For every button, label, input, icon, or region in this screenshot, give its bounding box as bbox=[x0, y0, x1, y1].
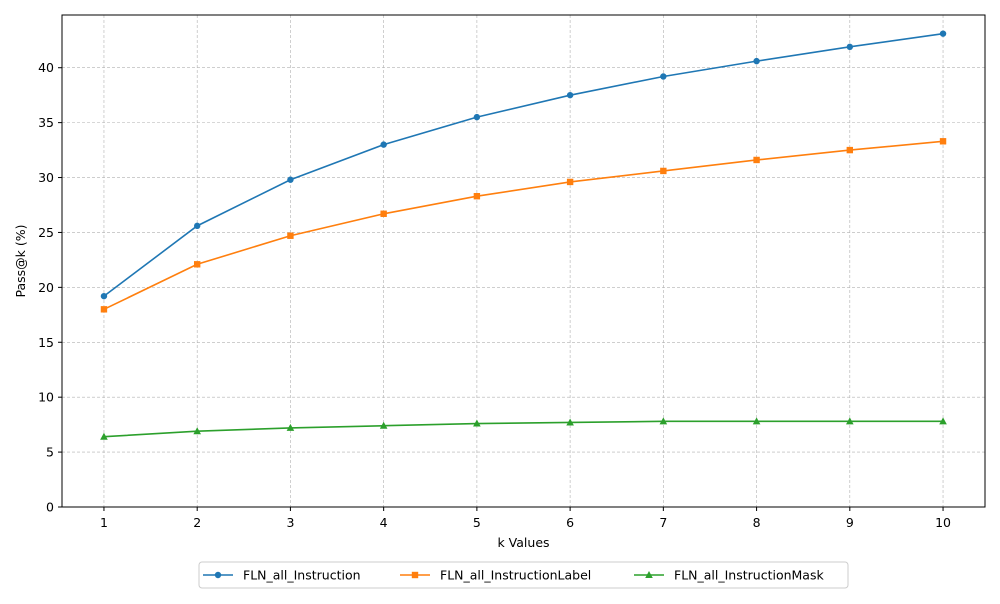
data-point bbox=[287, 176, 294, 183]
plot-frame bbox=[61, 14, 986, 508]
data-point bbox=[566, 418, 574, 426]
y-axis-ticks: 0 5 10 15 20 25 30 35 40 bbox=[38, 60, 62, 515]
legend-label: FLN_all_Instruction bbox=[243, 568, 361, 583]
data-point bbox=[660, 167, 667, 175]
legend-marker bbox=[411, 571, 419, 579]
legend-marker bbox=[214, 571, 222, 579]
series-1 bbox=[100, 30, 947, 300]
legend-frame bbox=[198, 561, 849, 589]
data-point bbox=[379, 421, 388, 429]
data-point bbox=[566, 91, 574, 99]
data-point bbox=[193, 261, 201, 268]
y-tick-label: 40 bbox=[38, 60, 54, 75]
data-point bbox=[846, 417, 854, 425]
legend-item: FLN_all_InstructionMask bbox=[634, 568, 824, 583]
x-tick-label: 5 bbox=[473, 515, 481, 530]
x-tick-label: 7 bbox=[659, 515, 667, 530]
y-tick-label: 35 bbox=[38, 115, 54, 130]
data-point bbox=[286, 423, 295, 431]
x-tick-label: 10 bbox=[935, 515, 951, 530]
y-tick-label: 10 bbox=[38, 390, 54, 405]
data-point bbox=[380, 141, 387, 148]
x-tick-label: 1 bbox=[100, 515, 108, 530]
data-point bbox=[100, 432, 108, 440]
data-point bbox=[100, 306, 108, 313]
y-tick-label: 15 bbox=[38, 335, 54, 350]
data-point bbox=[939, 30, 947, 37]
x-tick-label: 2 bbox=[193, 515, 201, 530]
data-point bbox=[473, 113, 481, 121]
data-point bbox=[193, 427, 201, 435]
series-line bbox=[103, 420, 944, 438]
data-point bbox=[753, 57, 760, 65]
data-point bbox=[100, 292, 108, 300]
series-line bbox=[103, 140, 944, 311]
x-axis-ticks: 1 2 3 4 5 6 7 8 9 10 bbox=[100, 507, 951, 530]
data-point bbox=[846, 43, 854, 51]
data-point bbox=[566, 178, 574, 186]
legend-item: FLN_all_InstructionLabel bbox=[400, 568, 591, 583]
data-point bbox=[193, 222, 201, 230]
series-2 bbox=[100, 138, 947, 313]
x-tick-label: 4 bbox=[380, 515, 388, 530]
data-point bbox=[659, 417, 668, 425]
data-point bbox=[939, 138, 947, 145]
data-point bbox=[660, 73, 667, 80]
legend-label: FLN_all_InstructionLabel bbox=[440, 568, 591, 583]
data-point bbox=[473, 193, 481, 200]
data-point bbox=[473, 419, 481, 427]
series-3 bbox=[100, 417, 947, 440]
y-axis-label: Pass@k (%) bbox=[13, 224, 28, 297]
data-point bbox=[380, 210, 387, 217]
x-axis-label: k Values bbox=[497, 535, 549, 550]
y-tick-label: 20 bbox=[38, 280, 54, 295]
series-group bbox=[100, 30, 947, 440]
series-line bbox=[103, 32, 944, 297]
x-tick-label: 8 bbox=[753, 515, 761, 530]
y-tick-label: 25 bbox=[38, 225, 54, 240]
legend-label: FLN_all_InstructionMask bbox=[674, 568, 824, 583]
grid bbox=[62, 15, 985, 508]
data-point bbox=[753, 156, 760, 164]
data-point bbox=[752, 417, 761, 425]
x-tick-label: 3 bbox=[286, 515, 294, 530]
data-point bbox=[287, 232, 294, 239]
legend: FLN_all_Instruction FLN_all_InstructionLa… bbox=[198, 561, 849, 589]
data-point bbox=[939, 417, 947, 425]
x-tick-label: 6 bbox=[566, 515, 574, 530]
y-tick-label: 0 bbox=[46, 500, 54, 515]
y-tick-label: 5 bbox=[46, 445, 54, 460]
legend-marker bbox=[645, 571, 653, 578]
legend-item: FLN_all_Instruction bbox=[203, 568, 361, 583]
y-tick-label: 30 bbox=[38, 170, 54, 185]
data-point bbox=[846, 146, 854, 154]
x-tick-label: 9 bbox=[846, 515, 854, 530]
